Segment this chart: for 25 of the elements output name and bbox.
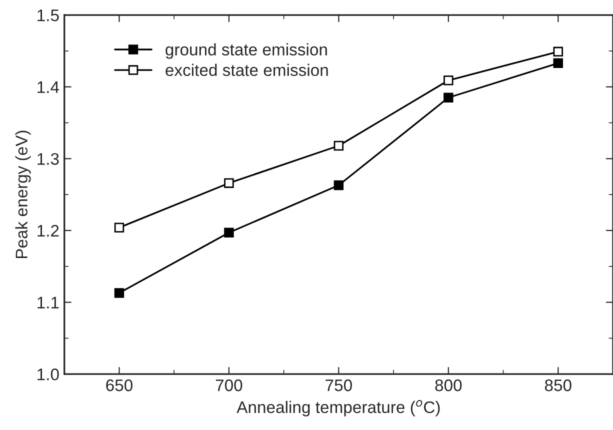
legend-label: excited state emission: [166, 64, 328, 76]
x-axis-title: Annealing temperature ($^{o}$C): [236, 400, 440, 416]
point: [553, 58, 563, 68]
point: [114, 288, 124, 298]
x-tick-label: 750: [326, 379, 352, 392]
point: [224, 178, 234, 188]
y-axis-title: Peak energy (eV): [15, 130, 31, 258]
y-tick-label: 1.2: [38, 224, 59, 237]
point: [444, 76, 454, 86]
point: [444, 92, 454, 102]
y-tick-label: 1.1: [38, 296, 59, 308]
y-tick-label: 1.0: [38, 368, 59, 380]
y-tick-label: 1.3: [38, 153, 59, 165]
point: [334, 140, 344, 151]
x-tick-label: 850: [544, 379, 572, 392]
point: [224, 228, 234, 238]
x-tick-label: 800: [435, 379, 462, 392]
point: [334, 180, 344, 190]
x-tick-label: 650: [106, 379, 132, 392]
point: [553, 46, 563, 57]
point: [114, 222, 124, 232]
y-tick-label: 1.4: [38, 81, 60, 93]
x-tick-label: 700: [216, 379, 242, 392]
y-tick-label: 1.5: [38, 10, 59, 22]
legend-label: ground state emission: [166, 43, 327, 59]
